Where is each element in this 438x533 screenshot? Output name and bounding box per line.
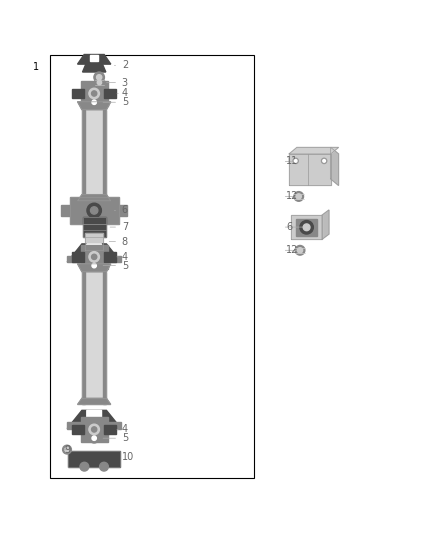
Polygon shape [90, 54, 98, 61]
Polygon shape [82, 272, 106, 405]
Circle shape [89, 98, 99, 107]
Circle shape [97, 80, 102, 85]
Polygon shape [72, 88, 85, 98]
Text: 5: 5 [122, 97, 128, 107]
Text: 12: 12 [286, 245, 298, 255]
Polygon shape [104, 425, 116, 434]
Circle shape [297, 248, 303, 253]
Circle shape [96, 75, 102, 80]
Polygon shape [78, 54, 111, 64]
Circle shape [94, 72, 104, 83]
Polygon shape [67, 422, 121, 429]
Circle shape [89, 88, 99, 99]
Polygon shape [87, 244, 102, 262]
Polygon shape [104, 252, 116, 262]
Polygon shape [291, 215, 322, 239]
Polygon shape [104, 88, 116, 98]
Circle shape [80, 462, 89, 471]
Polygon shape [78, 102, 111, 110]
Polygon shape [289, 147, 339, 154]
Bar [50, 55, 254, 478]
Circle shape [92, 100, 96, 104]
Polygon shape [331, 147, 339, 185]
Circle shape [87, 203, 102, 217]
Polygon shape [67, 410, 121, 429]
Polygon shape [322, 210, 329, 239]
Polygon shape [82, 110, 106, 201]
Polygon shape [119, 205, 127, 216]
Polygon shape [81, 417, 108, 442]
Polygon shape [82, 110, 85, 201]
Polygon shape [72, 252, 85, 262]
Polygon shape [67, 244, 121, 262]
Circle shape [92, 254, 97, 260]
Text: 7: 7 [122, 222, 128, 232]
Text: 8: 8 [122, 237, 128, 247]
Polygon shape [81, 81, 108, 106]
Circle shape [92, 263, 96, 268]
Text: 4: 4 [122, 424, 128, 434]
Circle shape [303, 224, 310, 231]
Polygon shape [95, 80, 104, 85]
Circle shape [95, 78, 104, 87]
Circle shape [89, 433, 99, 443]
Circle shape [89, 261, 99, 270]
Text: 1: 1 [33, 61, 39, 71]
Polygon shape [103, 272, 106, 405]
Polygon shape [289, 154, 331, 185]
Circle shape [294, 191, 304, 201]
Circle shape [295, 246, 305, 255]
Polygon shape [87, 410, 102, 429]
Circle shape [92, 436, 96, 440]
Text: 12: 12 [286, 191, 298, 201]
Polygon shape [61, 205, 70, 216]
Text: 6: 6 [286, 222, 292, 232]
Circle shape [91, 207, 98, 214]
Circle shape [92, 427, 97, 432]
Polygon shape [82, 64, 106, 72]
Polygon shape [296, 219, 317, 236]
Circle shape [294, 159, 297, 162]
Polygon shape [103, 110, 106, 201]
Circle shape [293, 158, 298, 164]
Text: 3: 3 [122, 77, 128, 87]
Text: 2: 2 [122, 60, 128, 70]
Polygon shape [78, 195, 111, 201]
Polygon shape [70, 197, 119, 223]
Text: 5: 5 [122, 433, 128, 443]
Circle shape [300, 221, 313, 234]
Circle shape [89, 424, 99, 435]
Polygon shape [82, 272, 85, 405]
Polygon shape [78, 398, 111, 405]
Text: 11: 11 [286, 156, 298, 166]
Circle shape [99, 462, 108, 471]
Polygon shape [67, 256, 121, 262]
Text: 10: 10 [122, 452, 134, 462]
Polygon shape [68, 451, 120, 467]
Text: 4: 4 [122, 252, 128, 262]
Circle shape [323, 159, 325, 162]
Circle shape [296, 194, 301, 199]
Text: 4: 4 [122, 88, 128, 99]
Polygon shape [82, 217, 106, 237]
Circle shape [321, 158, 327, 164]
Polygon shape [85, 233, 103, 251]
Text: 6: 6 [122, 205, 128, 215]
Circle shape [65, 447, 69, 452]
Text: 5: 5 [122, 261, 128, 271]
Polygon shape [72, 425, 85, 434]
Polygon shape [81, 245, 108, 269]
Text: 9: 9 [65, 445, 71, 455]
Circle shape [92, 91, 97, 96]
Circle shape [63, 445, 71, 454]
Polygon shape [78, 264, 111, 272]
Circle shape [89, 252, 99, 262]
